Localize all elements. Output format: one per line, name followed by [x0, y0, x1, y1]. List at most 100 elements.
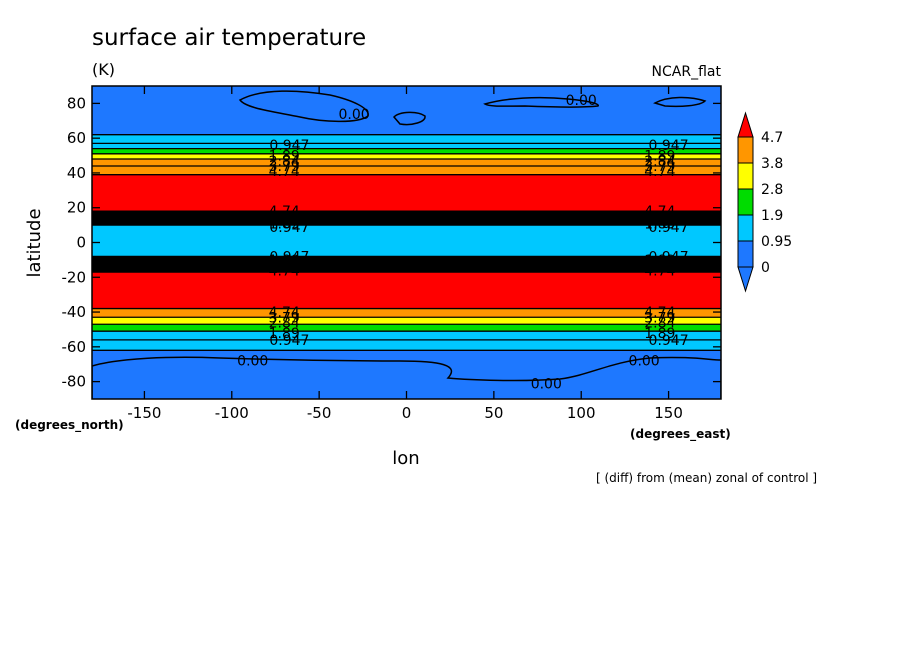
contour-label-26: 4.74	[269, 263, 300, 279]
zonal-band-11	[92, 272, 721, 309]
zonal-bands	[92, 86, 721, 399]
contour-label-36: 0.947	[269, 333, 309, 349]
contour-label-43: 0.00	[531, 376, 562, 392]
zonal-band-7	[92, 174, 721, 212]
colorbar-segment-1	[737, 162, 754, 190]
contour-label-18: 3.79	[644, 209, 675, 225]
y-tick-label-5: 20	[67, 199, 86, 217]
contour-label-16: 0.947	[269, 220, 309, 236]
zonal-band-1	[92, 134, 721, 144]
colorbar-below-triangle	[737, 266, 754, 293]
zonal-band-14	[92, 324, 721, 332]
contour-label-34: 2.84	[269, 315, 300, 331]
colorbar-label-5: 0	[761, 260, 770, 276]
contour-label-10: 3.79	[644, 159, 675, 175]
y-tick-label-6: 40	[67, 164, 86, 182]
contour-label-21: 0.947	[649, 220, 689, 236]
colorbar-label-2: 2.8	[761, 182, 783, 198]
zonal-band-8	[92, 211, 721, 226]
colorbar-label-3: 1.9	[761, 208, 783, 224]
contour-label-6: 4.74	[269, 164, 300, 180]
footnote: [ (diff) from (mean) zonal of control ]	[596, 471, 817, 485]
contour-label-44: 0.00	[629, 354, 660, 370]
zonal-band-6	[92, 165, 721, 175]
contour-label-24: 2.84	[269, 256, 300, 272]
y-tick-label-3: -20	[62, 268, 87, 286]
colorbar-label-0: 4.7	[761, 130, 783, 146]
contour-label-8: 1.89	[644, 149, 675, 165]
colorbar-label-4: 0.95	[761, 234, 792, 250]
x-unit-label: (degrees_east)	[630, 427, 731, 442]
south-polar-low-region	[92, 356, 721, 399]
x-tick-label-2: -50	[307, 404, 332, 422]
zonal-band-0	[92, 86, 721, 135]
zonal-band-2	[92, 143, 721, 149]
model-label: NCAR_flat	[652, 64, 722, 80]
y-unit-label: (degrees_north)	[15, 418, 124, 433]
contour-label-30: 3.79	[644, 260, 675, 276]
contour-label-33: 3.79	[269, 310, 300, 326]
contour-label-22: 0.947	[269, 249, 309, 265]
contour-label-7: 0.947	[649, 138, 689, 154]
x-tick-label-4: 50	[484, 404, 503, 422]
contour-label-0: 0.00	[338, 107, 369, 123]
chart-units: (K)	[92, 60, 115, 79]
contour-label-13: 3.79	[269, 209, 300, 225]
zonal-band-15	[92, 331, 721, 340]
colorbar: 4.7 3.8 2.8 1.9 0.95 0	[737, 111, 792, 293]
y-tick-label-4: 0	[76, 234, 86, 252]
colorbar-segment-0	[737, 136, 754, 164]
contour-label-17: 4.74	[644, 204, 675, 220]
zonal-band-16	[92, 339, 721, 351]
contour-labels: 0.000.000.9471.892.843.794.740.9471.892.…	[237, 93, 688, 392]
colorbar-segment-3	[737, 214, 754, 242]
contour-label-3: 1.89	[269, 149, 300, 165]
zonal-band-5	[92, 159, 721, 166]
contour-label-11: 4.74	[644, 164, 675, 180]
x-tick-label-1: -100	[215, 404, 249, 422]
contour-label-40: 1.89	[644, 326, 675, 342]
x-tick-label-3: 0	[402, 404, 412, 422]
colorbar-segment-2	[737, 188, 754, 216]
contour-label-39: 2.84	[644, 315, 675, 331]
contour-label-35: 1.89	[269, 326, 300, 342]
y-tick-label-0: -80	[62, 373, 87, 391]
contour-label-19: 2.84	[644, 213, 675, 229]
zonal-band-3	[92, 148, 721, 154]
contour-label-15: 1.89	[269, 216, 300, 232]
x-tick-label-6: 150	[654, 404, 683, 422]
contour-label-37: 4.74	[644, 305, 675, 321]
zonal-band-4	[92, 153, 721, 160]
contour-label-27: 0.947	[649, 249, 689, 265]
contour-label-9: 2.84	[644, 154, 675, 170]
north-polar-low-region	[238, 90, 369, 123]
x-tick-label-0: -150	[127, 404, 161, 422]
north-far-east-region	[653, 96, 707, 108]
contour-label-14: 2.84	[269, 213, 300, 229]
chart-title: surface air temperature	[92, 25, 366, 51]
y-axis-label: latitude	[24, 208, 45, 277]
contour-label-41: 0.947	[649, 333, 689, 349]
y-tick-label-2: -40	[62, 303, 87, 321]
y-tick-label-7: 60	[67, 129, 86, 147]
x-tick-label-5: 100	[567, 404, 596, 422]
contour-label-29: 2.84	[644, 256, 675, 272]
colorbar-segment-4	[737, 240, 754, 268]
contour-label-12: 4.74	[269, 204, 300, 220]
contour-label-28: 1.89	[644, 253, 675, 269]
zonal-band-13	[92, 317, 721, 325]
north-east-region	[483, 96, 599, 108]
y-axis-ticks: -80 -60 -40 -20 0 20 40 60 80	[62, 94, 721, 391]
zonal-band-12	[92, 308, 721, 318]
zonal-band-9	[92, 225, 721, 257]
contour-label-32: 4.74	[269, 305, 300, 321]
colorbar-label-1: 3.8	[761, 156, 783, 172]
contour-label-23: 1.89	[269, 253, 300, 269]
y-tick-label-1: -60	[62, 338, 87, 356]
north-small-region	[392, 111, 426, 126]
colorbar-above-triangle	[737, 111, 754, 138]
polar-anomaly-regions	[92, 90, 721, 399]
contour-label-4: 2.84	[269, 154, 300, 170]
contour-label-5: 3.79	[269, 159, 300, 175]
